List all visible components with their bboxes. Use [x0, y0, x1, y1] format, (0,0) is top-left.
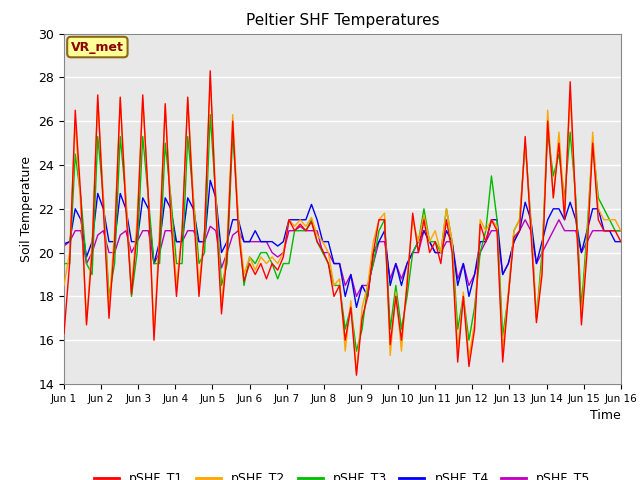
pSHF_T1 — [600, 228, 608, 234]
pSHF_T3 — [617, 228, 625, 234]
Line: pSHF_T2: pSHF_T2 — [64, 77, 621, 373]
pSHF_T2 — [353, 370, 360, 376]
pSHF_T1 — [189, 206, 197, 212]
pSHF_T4 — [353, 304, 360, 310]
pSHF_T1 — [353, 372, 360, 378]
pSHF_T4 — [583, 228, 591, 234]
pSHF_T1 — [358, 315, 366, 321]
Legend: pSHF_T1, pSHF_T2, pSHF_T3, pSHF_T4, pSHF_T5: pSHF_T1, pSHF_T2, pSHF_T3, pSHF_T4, pSHF… — [89, 468, 596, 480]
pSHF_T4 — [617, 239, 625, 244]
pSHF_T1 — [167, 217, 175, 223]
pSHF_T1 — [403, 283, 411, 288]
pSHF_T3 — [403, 293, 411, 300]
Text: VR_met: VR_met — [71, 40, 124, 54]
pSHF_T4 — [167, 206, 175, 212]
pSHF_T5 — [353, 293, 360, 300]
pSHF_T1 — [617, 239, 625, 244]
pSHF_T1 — [583, 250, 591, 255]
pSHF_T3 — [206, 112, 214, 118]
pSHF_T5 — [617, 228, 625, 234]
pSHF_T3 — [189, 195, 197, 201]
pSHF_T2 — [403, 276, 411, 282]
Title: Peltier SHF Temperatures: Peltier SHF Temperatures — [246, 13, 439, 28]
pSHF_T4 — [600, 228, 608, 234]
pSHF_T3 — [600, 206, 608, 212]
pSHF_T2 — [583, 239, 591, 244]
pSHF_T5 — [397, 276, 405, 282]
pSHF_T2 — [206, 74, 214, 80]
pSHF_T5 — [167, 228, 175, 234]
pSHF_T4 — [358, 283, 366, 288]
pSHF_T2 — [600, 217, 608, 223]
pSHF_T4 — [189, 206, 197, 212]
pSHF_T4 — [403, 261, 411, 266]
pSHF_T4 — [60, 241, 68, 247]
pSHF_T3 — [583, 228, 591, 234]
pSHF_T5 — [600, 228, 608, 234]
pSHF_T5 — [189, 228, 197, 234]
pSHF_T3 — [167, 195, 175, 201]
Line: pSHF_T5: pSHF_T5 — [64, 220, 621, 296]
pSHF_T2 — [617, 228, 625, 234]
pSHF_T5 — [347, 272, 355, 277]
Line: pSHF_T1: pSHF_T1 — [64, 71, 621, 375]
pSHF_T3 — [60, 261, 68, 266]
pSHF_T5 — [583, 239, 591, 244]
pSHF_T3 — [353, 348, 360, 354]
pSHF_T1 — [60, 331, 68, 336]
pSHF_T5 — [60, 243, 68, 249]
pSHF_T2 — [189, 195, 197, 201]
pSHF_T4 — [206, 178, 214, 183]
X-axis label: Time: Time — [590, 409, 621, 422]
Line: pSHF_T3: pSHF_T3 — [64, 115, 621, 351]
pSHF_T2 — [358, 304, 366, 310]
pSHF_T1 — [206, 68, 214, 74]
Y-axis label: Soil Temperature: Soil Temperature — [20, 156, 33, 262]
pSHF_T2 — [167, 206, 175, 212]
pSHF_T3 — [358, 326, 366, 332]
pSHF_T5 — [522, 217, 529, 223]
Line: pSHF_T4: pSHF_T4 — [64, 180, 621, 307]
pSHF_T2 — [60, 283, 68, 288]
